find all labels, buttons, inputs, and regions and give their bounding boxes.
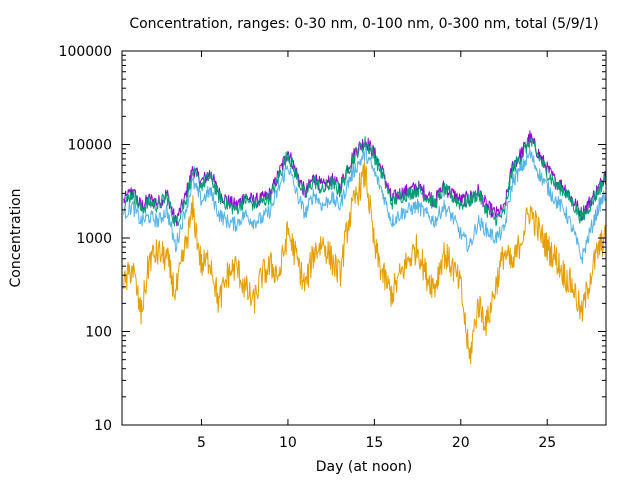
ticks-layer: 5 10 15 20 25 10 100 1000 10000 100000 — [59, 44, 606, 451]
series-layer — [123, 130, 607, 365]
series-line-4 — [123, 161, 607, 365]
y-tick-label: 10 — [94, 418, 112, 434]
y-tick-label: 10000 — [67, 138, 112, 154]
x-tick-label: 5 — [197, 435, 206, 451]
series-line-2 — [123, 136, 607, 227]
x-tick-label: 20 — [452, 435, 470, 451]
y-tick-label: 100 — [85, 325, 112, 341]
x-tick-label: 25 — [538, 435, 556, 451]
x-axis-label: Day (at noon) — [316, 459, 412, 475]
x-tick-label: 10 — [279, 435, 297, 451]
series-line-3 — [123, 147, 607, 264]
x-tick-label: 15 — [365, 435, 383, 451]
y-tick-label: 1000 — [76, 231, 112, 247]
y-axis-label: Concentration — [8, 188, 24, 287]
chart-title: Concentration, ranges: 0-30 nm, 0-100 nm… — [129, 16, 598, 32]
y-tick-label: 100000 — [59, 44, 112, 60]
